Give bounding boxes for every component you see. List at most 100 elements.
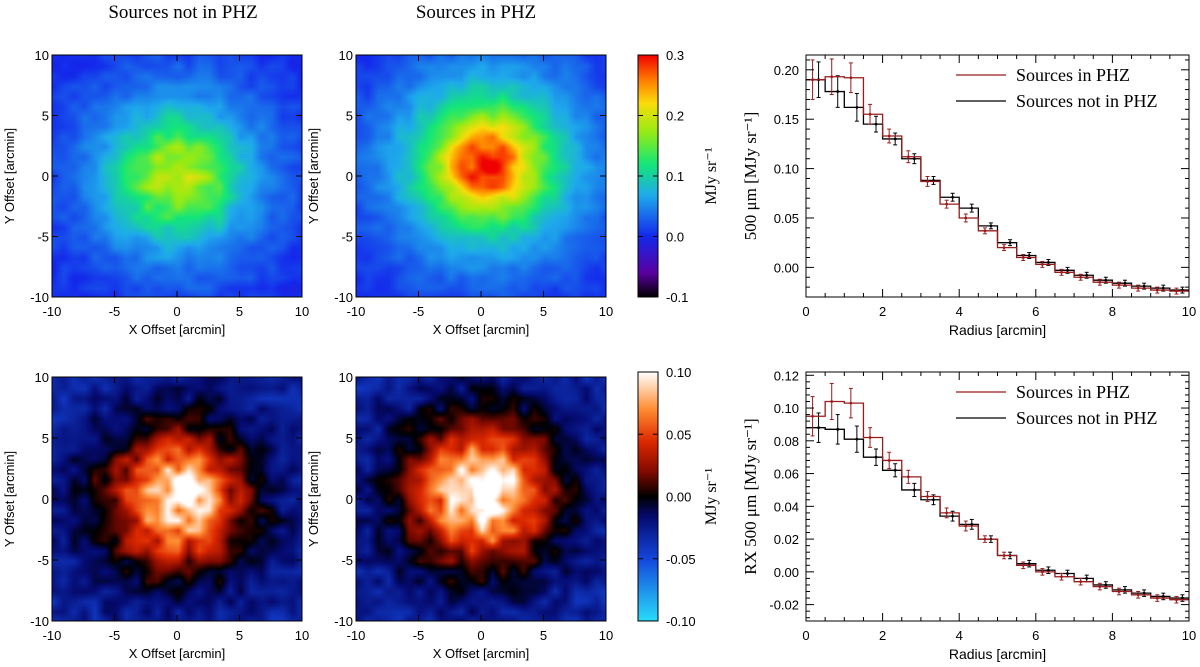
data-point: [1066, 572, 1069, 575]
legend-label: Sources not in PHZ: [1016, 91, 1158, 111]
y-tick-label: -10: [30, 614, 49, 629]
y-tick-label: 0.04: [774, 499, 799, 514]
y-tick-label: 10: [339, 370, 353, 385]
data-point: [983, 229, 987, 233]
y-axis-label: Y Offset [arcmin]: [306, 451, 321, 547]
data-point: [893, 468, 897, 472]
data-point: [1175, 289, 1178, 293]
x-axis-label: X Offset [arcmin]: [129, 322, 226, 337]
y-tick-label: 0: [346, 492, 353, 507]
colorbar-tick-label: -0.10: [666, 614, 696, 629]
step-line: [806, 76, 1189, 292]
data-point: [1027, 562, 1031, 566]
data-point: [1040, 570, 1044, 574]
data-point: [945, 202, 949, 206]
column-title-not-in-phz: Sources not in PHZ: [108, 2, 257, 23]
legend-label: Sources not in PHZ: [1016, 408, 1158, 428]
x-tick-label: 6: [1032, 304, 1039, 319]
y-tick-label: 0.15: [774, 112, 799, 127]
x-tick-label: 0: [802, 304, 809, 319]
data-point: [1085, 273, 1089, 277]
data-point: [983, 537, 987, 541]
x-tick-label: 6: [1032, 628, 1039, 643]
data-point: [1079, 580, 1083, 584]
y-tick-label: -10: [334, 290, 353, 305]
x-tick-label: -5: [413, 304, 425, 319]
data-point: [1046, 261, 1050, 264]
heatmap-map-top-right: -10 -5 0 5 10 -10 -5 0 5 10 X Offset [arcmin] Y Off…: [306, 48, 613, 337]
step-line: [806, 427, 1189, 599]
colorbar-tick-label: 0.1: [666, 169, 684, 184]
x-tick-label: 10: [1182, 304, 1196, 319]
data-point: [951, 195, 955, 199]
y-tick-label: 0.00: [774, 565, 799, 580]
data-point: [989, 224, 993, 228]
data-point: [811, 78, 814, 82]
x-tick-label: -10: [43, 628, 62, 643]
x-axis-label: X Offset [arcmin]: [433, 646, 530, 661]
data-point: [874, 455, 878, 459]
y-tick-label: 0.10: [774, 401, 799, 416]
x-tick-label: 5: [540, 628, 547, 643]
x-tick-label: -10: [43, 304, 62, 319]
x-tick-label: 0: [173, 304, 180, 319]
y-axis-label: Y Offset [arcmin]: [306, 128, 321, 224]
heatmap-image: [356, 377, 606, 621]
x-tick-label: 2: [879, 304, 886, 319]
data-point: [1040, 263, 1044, 266]
legend-label: Sources in PHZ: [1016, 382, 1130, 402]
data-point: [1002, 554, 1006, 557]
column-title-in-phz: Sources in PHZ: [416, 2, 536, 23]
y-axis-label: Y Offset [arcmin]: [2, 451, 17, 547]
data-point: [1161, 286, 1165, 290]
data-point: [1098, 280, 1102, 284]
data-point: [817, 426, 820, 430]
x-tick-label: 0: [477, 628, 484, 643]
y-tick-label: -0.02: [769, 598, 799, 613]
data-point: [1117, 283, 1121, 287]
x-tick-label: -5: [109, 304, 121, 319]
x-axis-label: X Offset [arcmin]: [433, 322, 530, 337]
y-tick-label: 0: [42, 169, 49, 184]
data-point: [970, 206, 974, 210]
y-tick-label: 0: [346, 169, 353, 184]
data-point: [964, 216, 968, 220]
data-point: [906, 475, 910, 479]
profile-profile-bottom: 0 2 4 6 8 10 -0.02 0.00 0.02 0.04 0.06 0.08 0.10 0.12…: [741, 368, 1196, 662]
data-point: [1123, 588, 1127, 592]
y-tick-label: 0.10: [774, 162, 799, 177]
x-tick-label: 2: [879, 628, 886, 643]
colorbar-tick-label: 0.3: [666, 48, 684, 63]
step-line: [806, 400, 1189, 601]
data-point: [887, 459, 891, 462]
x-tick-label: 0: [477, 304, 484, 319]
x-tick-label: 10: [599, 628, 613, 643]
y-tick-label: 5: [42, 431, 49, 446]
data-point: [1161, 595, 1165, 598]
colorbar-tick-label: 0.00: [666, 490, 691, 505]
data-point: [836, 90, 840, 93]
x-tick-label: 4: [956, 628, 963, 643]
colorbar-colorbar-top: -0.1 0.0 0.1 0.2 0.3 MJy sr⁻¹: [637, 48, 720, 305]
data-point: [1046, 568, 1050, 572]
y-tick-label: 0.06: [774, 467, 799, 482]
data-point: [1142, 591, 1146, 595]
x-tick-label: 0: [173, 628, 180, 643]
data-point: [1079, 275, 1083, 279]
x-axis-label: X Offset [arcmin]: [129, 646, 226, 661]
data-point: [1060, 575, 1063, 579]
colorbar-tick-label: -0.1: [666, 290, 688, 305]
data-point: [1155, 596, 1159, 600]
data-point: [1181, 596, 1184, 600]
heatmap-image: [356, 55, 606, 297]
y-tick-label: 5: [42, 109, 49, 124]
x-tick-label: 10: [599, 304, 613, 319]
x-tick-label: -10: [347, 304, 366, 319]
x-tick-label: -5: [413, 628, 425, 643]
colorbar-tick-label: 0.05: [666, 427, 691, 442]
y-tick-label: 5: [346, 109, 353, 124]
x-tick-label: 10: [1182, 628, 1196, 643]
x-tick-label: -5: [109, 628, 121, 643]
legend: Sources in PHZ Sources not in PHZ: [956, 65, 1158, 111]
